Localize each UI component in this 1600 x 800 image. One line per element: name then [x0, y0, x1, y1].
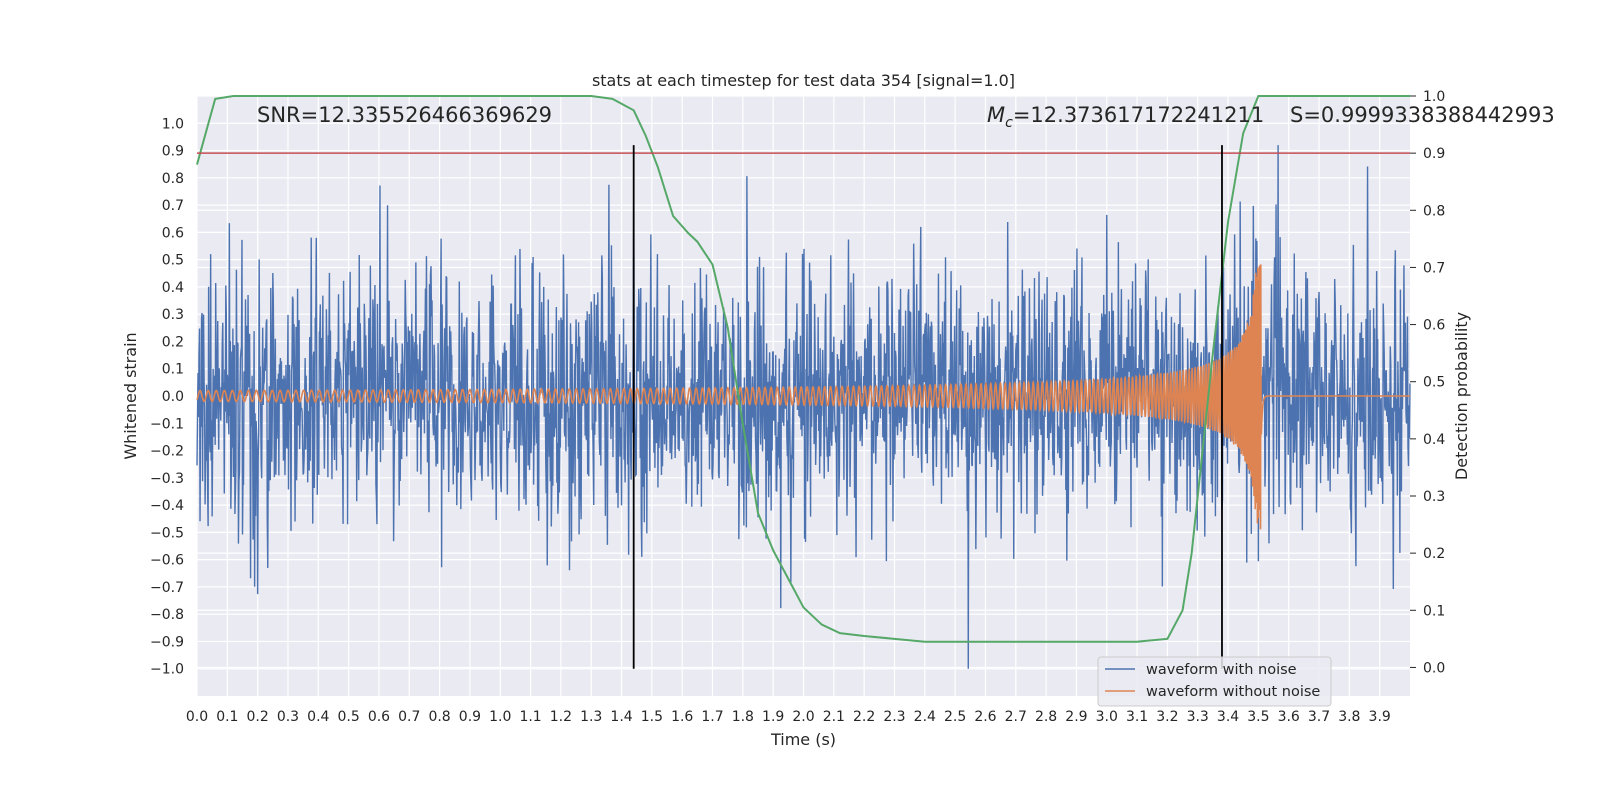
x-tick-label: 0.3	[277, 709, 299, 725]
y2-tick-label: 0.7	[1423, 260, 1445, 276]
legend-label-noise: waveform with noise	[1146, 662, 1297, 678]
series-waveform-with-noise	[196, 145, 1411, 669]
y-tick-label: 0.0	[162, 389, 184, 405]
noise-line	[196, 145, 1411, 669]
x-tick-label: 3.5	[1247, 709, 1269, 725]
y-tick-label: −0.4	[150, 498, 184, 514]
x-tick-label: 3.4	[1217, 709, 1239, 725]
y-tick-label: −0.2	[150, 444, 184, 460]
y-tick-label: 0.1	[162, 362, 184, 378]
chart-title: stats at each timestep for test data 354…	[592, 71, 1015, 90]
x-tick-label: 0.2	[247, 709, 269, 725]
y-tick-label: −0.3	[150, 471, 184, 487]
legend-box	[1097, 656, 1332, 707]
x-tick-label: 1.8	[732, 709, 754, 725]
x-tick-label: 2.1	[823, 709, 845, 725]
x-tick-label: 1.2	[550, 709, 572, 725]
y2-tick-label: 0.3	[1423, 489, 1445, 505]
x-tick-label: 1.7	[701, 709, 723, 725]
y-tick-label: 0.5	[162, 253, 184, 269]
y-tick-label: 0.3	[162, 307, 184, 323]
x-tick-label: 2.8	[1035, 709, 1057, 725]
x-tick-label: 0.9	[459, 709, 481, 725]
y-tick-label: 0.8	[162, 171, 184, 187]
legend-label-clean: waveform without noise	[1146, 684, 1320, 700]
x-tick-label: 3.9	[1369, 709, 1391, 725]
x-tick-label: 2.9	[1065, 709, 1087, 725]
series-waveform-without-noise	[196, 264, 1410, 530]
y-tick-label: 0.9	[162, 144, 184, 160]
x-tick-label: 3.6	[1278, 709, 1300, 725]
x-tick-label: 1.0	[489, 709, 511, 725]
y2-tick-label: 0.6	[1423, 318, 1445, 334]
y2-tick-label: 0.9	[1423, 146, 1445, 162]
y-tick-label: 0.6	[162, 225, 184, 241]
x-tick-label: 1.1	[519, 709, 541, 725]
y-tick-label: −0.7	[150, 580, 184, 596]
y-tick-label: −0.8	[150, 607, 184, 623]
x-tick-label: 0.5	[337, 709, 359, 725]
series-detection-probability	[196, 95, 1410, 643]
x-tick-label: 0.6	[368, 709, 390, 725]
legend: waveform with noise waveform without noi…	[1097, 656, 1332, 707]
y-tick-label: −1.0	[150, 662, 184, 678]
x-tick-label: 0.4	[307, 709, 329, 725]
chirp-mass-value: =12.373617172241211	[1013, 103, 1264, 127]
x-axis-label: Time (s)	[770, 730, 836, 749]
x-tick-label: 3.3	[1187, 709, 1209, 725]
x-tick-label: 0.0	[186, 709, 208, 725]
y2-tick-label: 0.2	[1423, 546, 1445, 562]
y2-tick-label: 0.0	[1423, 660, 1445, 676]
reference-lines	[197, 145, 1410, 669]
x-tick-label: 2.0	[792, 709, 814, 725]
x-tick-label: 2.5	[944, 709, 966, 725]
y2-tick-label: 0.4	[1423, 432, 1445, 448]
x-tick-label: 1.3	[580, 709, 602, 725]
score-annotation: S=0.9999338388442993	[1290, 103, 1555, 127]
y-tick-label: 1.0	[162, 116, 184, 132]
x-tick-label: 2.6	[974, 709, 996, 725]
x-tick-label: 1.9	[762, 709, 784, 725]
x-tick-label: 2.3	[883, 709, 905, 725]
y2-tick-label: 0.1	[1423, 603, 1445, 619]
x-tick-label: 0.1	[216, 709, 238, 725]
x-tick-label: 2.4	[914, 709, 936, 725]
chirp-mass-annotation: Mc=12.373617172241211	[987, 103, 1264, 131]
y2-axis-label: Detection probability	[1452, 312, 1471, 480]
x-tick-label: 3.2	[1156, 709, 1178, 725]
y-tick-label: −0.1	[150, 416, 184, 432]
probability-line	[196, 95, 1410, 643]
y-tick-label: 0.4	[162, 280, 184, 296]
y2-tick-label: 0.8	[1423, 203, 1445, 219]
x-tick-label: 1.5	[641, 709, 663, 725]
chirp-mass-symbol: M	[987, 103, 1005, 127]
x-tick-label: 3.7	[1308, 709, 1330, 725]
x-tick-label: 2.7	[1005, 709, 1027, 725]
x-tick-label: 1.6	[671, 709, 693, 725]
y2-tick-label: 0.5	[1423, 375, 1445, 391]
x-tick-label: 3.0	[1096, 709, 1118, 725]
x-tick-label: 1.4	[610, 709, 632, 725]
y-tick-label: 0.7	[162, 198, 184, 214]
y-tick-label: −0.6	[150, 553, 184, 569]
x-tick-label: 0.8	[428, 709, 450, 725]
y-tick-label: 0.2	[162, 334, 184, 350]
y-tick-label: −0.5	[150, 525, 184, 541]
clean-line	[196, 264, 1410, 530]
y2-tick-label: 1.0	[1423, 89, 1445, 105]
y-axis-label: Whitened strain	[121, 332, 140, 459]
snr-annotation: SNR=12.335526466369629	[257, 103, 552, 127]
x-tick-label: 3.8	[1338, 709, 1360, 725]
axes: 0.0 0.1 0.2 0.3 0.4 0.5 0.6 0.7 0.8 0.9 1.0 1.1 1.2 1…	[150, 89, 1445, 725]
x-tick-label: 3.1	[1126, 709, 1148, 725]
x-tick-label: 0.7	[398, 709, 420, 725]
chirp-mass-subscript: c	[1005, 115, 1013, 131]
x-tick-label: 2.2	[853, 709, 875, 725]
y-tick-label: −0.9	[150, 634, 184, 650]
